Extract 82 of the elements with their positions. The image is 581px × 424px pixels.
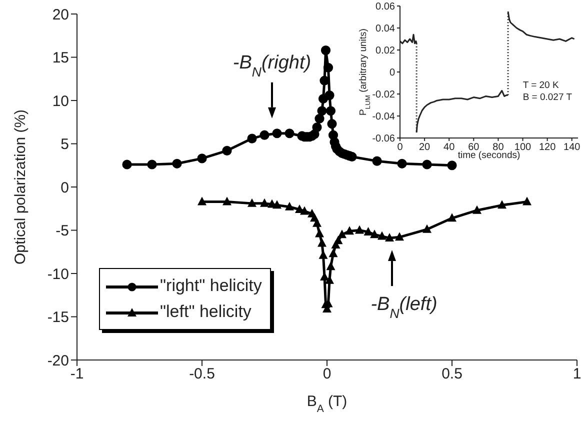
point — [385, 233, 394, 242]
point — [422, 224, 432, 233]
y-axis-title: Optical polarization (%) — [12, 109, 29, 265]
y-tick-label: -5 — [56, 222, 69, 240]
y-tick-label: 0.04 — [376, 24, 396, 35]
point — [378, 231, 386, 240]
annotation: -B$_{N}$(right) — [232, 52, 312, 79]
x-tick-label: 40 — [444, 142, 456, 154]
point — [222, 196, 232, 206]
y-tick-label: 0.02 — [376, 46, 396, 57]
y-tick-label: 15 — [52, 50, 69, 67]
point — [198, 196, 206, 206]
point — [345, 226, 354, 235]
x-tick-label: 0.5 — [442, 366, 462, 383]
x-tick-label: 20 — [418, 142, 431, 154]
point — [272, 200, 282, 209]
x-tick-label: -0.5 — [189, 366, 215, 383]
legend-label: "left" helicity — [160, 302, 252, 321]
point — [326, 106, 336, 116]
point — [222, 146, 232, 156]
point — [323, 62, 334, 72]
point — [285, 202, 294, 210]
annotation: B = 0.027 T — [522, 92, 572, 103]
annotation: -B$_{N}$(left) — [370, 294, 438, 321]
point — [324, 90, 334, 100]
point — [122, 160, 132, 170]
point — [326, 262, 336, 270]
point — [370, 230, 379, 238]
point — [247, 134, 257, 144]
y-tick-label: 0 — [389, 68, 396, 79]
point — [320, 46, 331, 56]
x-axis-title: B$_{A}$ (T) — [306, 393, 348, 415]
x-tick-label: 0 — [397, 142, 404, 154]
point — [395, 232, 404, 241]
y-tick-label: -0.02 — [372, 90, 396, 101]
x-tick-label: 140 — [564, 142, 581, 154]
legend-label: "right" helicity — [160, 276, 262, 295]
point — [172, 158, 182, 168]
y-tick-label: 20 — [52, 6, 69, 24]
x-tick-label: -1 — [70, 366, 84, 383]
x-tick-label: 1 — [572, 366, 581, 383]
y-tick-label: 10 — [52, 92, 69, 110]
point — [197, 154, 207, 164]
point — [147, 160, 157, 170]
point — [448, 213, 456, 222]
point — [260, 130, 270, 140]
point — [320, 76, 330, 86]
point — [328, 248, 338, 258]
point — [300, 206, 309, 215]
point — [372, 156, 382, 166]
y-tick-label: -20 — [47, 352, 69, 370]
point — [355, 225, 364, 234]
point — [364, 226, 373, 236]
point — [397, 158, 407, 168]
point — [312, 218, 322, 227]
point — [272, 128, 282, 138]
y-tick-label: 0.06 — [376, 2, 396, 13]
point — [248, 198, 256, 207]
x-tick-label: 120 — [538, 142, 556, 154]
point — [312, 122, 322, 132]
annotation: T = 20 K — [522, 80, 560, 91]
point — [315, 228, 324, 238]
point — [314, 114, 324, 124]
point — [522, 196, 532, 206]
point — [472, 205, 482, 214]
point — [338, 230, 346, 238]
y-tick-label: -10 — [47, 266, 69, 283]
y-tick-label: 5 — [60, 136, 69, 154]
y-tick-label: -0.04 — [372, 112, 396, 123]
point — [284, 128, 294, 138]
y-tick-label: -15 — [47, 309, 69, 326]
point — [260, 198, 269, 207]
point — [498, 200, 506, 209]
point — [447, 160, 457, 170]
y-tick-label: 0 — [60, 179, 69, 196]
point — [317, 106, 327, 116]
point — [318, 238, 326, 247]
point — [422, 160, 432, 170]
point — [327, 119, 337, 129]
y-tick-label: -0.06 — [372, 134, 396, 145]
x-tick-label: 0 — [322, 366, 332, 383]
point — [334, 236, 343, 244]
